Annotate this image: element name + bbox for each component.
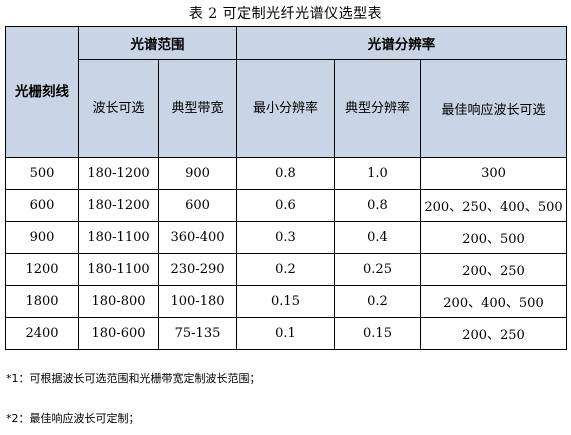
table-row: 2400 180-600 75-135 0.1 0.15 200、250 bbox=[5, 317, 568, 350]
cell-best-response: 200、400、500 bbox=[419, 285, 568, 318]
cell-typical-resolution: 0.8 bbox=[334, 189, 421, 222]
cell-wavelength-range: 180-1100 bbox=[78, 253, 159, 286]
header-min-resolution: 最小分辨率 bbox=[236, 59, 335, 158]
cell-grating: 1200 bbox=[5, 253, 79, 286]
cell-wavelength-range: 180-1200 bbox=[78, 189, 159, 222]
cell-wavelength-range: 180-1200 bbox=[78, 157, 159, 190]
cell-wavelength-range: 180-800 bbox=[78, 285, 159, 318]
table-row: 500 180-1200 900 0.8 1.0 300 bbox=[5, 157, 568, 190]
footnote-1: *1：可根据波长可选范围和光栅带宽定制波长范围； bbox=[6, 372, 261, 385]
cell-typical-resolution: 0.2 bbox=[334, 285, 421, 318]
spectrometer-selection-table: 光栅刻线 光谱范围 光谱分辨率 波长可选 典型带宽 最小分辨率 典型分辨率 最佳… bbox=[5, 26, 568, 350]
cell-wavelength-range: 180-1100 bbox=[78, 221, 159, 254]
header-typical-resolution: 典型分辨率 bbox=[334, 59, 421, 158]
cell-grating: 500 bbox=[5, 157, 79, 190]
cell-typical-bandwidth: 600 bbox=[158, 189, 237, 222]
header-typical-bandwidth: 典型带宽 bbox=[158, 59, 237, 158]
cell-grating: 900 bbox=[5, 221, 79, 254]
cell-typical-bandwidth: 230-290 bbox=[158, 253, 237, 286]
cell-grating: 2400 bbox=[5, 317, 79, 350]
cell-typical-resolution: 0.25 bbox=[334, 253, 421, 286]
cell-min-resolution: 0.1 bbox=[236, 317, 335, 350]
header-wavelength-range: 波长可选 bbox=[78, 59, 159, 158]
footnote-2: *2：最佳响应波长可定制； bbox=[6, 412, 140, 425]
cell-typical-resolution: 0.15 bbox=[334, 317, 421, 350]
cell-best-response: 200、250、400、500 bbox=[419, 189, 568, 222]
cell-grating: 600 bbox=[5, 189, 79, 222]
header-best-response: 最佳响应波长可选 bbox=[419, 59, 568, 158]
cell-typical-bandwidth: 100-180 bbox=[158, 285, 237, 318]
cell-best-response: 200、500 bbox=[419, 221, 568, 254]
cell-min-resolution: 0.15 bbox=[236, 285, 335, 318]
cell-best-response: 200、250 bbox=[419, 317, 568, 350]
header-grating: 光栅刻线 bbox=[5, 26, 79, 158]
table-caption: 表 2 可定制光纤光谱仪选型表 bbox=[188, 6, 383, 22]
cell-typical-bandwidth: 900 bbox=[158, 157, 237, 190]
cell-typical-bandwidth: 75-135 bbox=[158, 317, 237, 350]
header-spectral-range: 光谱范围 bbox=[78, 26, 237, 60]
cell-wavelength-range: 180-600 bbox=[78, 317, 159, 350]
table-row: 600 180-1200 600 0.6 0.8 200、250、400、500 bbox=[5, 189, 568, 222]
header-resolution: 光谱分辨率 bbox=[235, 26, 568, 60]
table-row: 1200 180-1100 230-290 0.2 0.25 200、250 bbox=[5, 253, 568, 286]
cell-typical-bandwidth: 360-400 bbox=[158, 221, 237, 254]
cell-grating: 1800 bbox=[5, 285, 79, 318]
table-row: 1800 180-800 100-180 0.15 0.2 200、400、50… bbox=[5, 285, 568, 318]
cell-min-resolution: 0.8 bbox=[236, 157, 335, 190]
cell-min-resolution: 0.2 bbox=[236, 253, 335, 286]
cell-typical-resolution: 1.0 bbox=[334, 157, 421, 190]
cell-min-resolution: 0.3 bbox=[236, 221, 335, 254]
cell-best-response: 200、250 bbox=[419, 253, 568, 286]
cell-best-response: 300 bbox=[419, 157, 568, 190]
cell-typical-resolution: 0.4 bbox=[334, 221, 421, 254]
table-row: 900 180-1100 360-400 0.3 0.4 200、500 bbox=[5, 221, 568, 254]
cell-min-resolution: 0.6 bbox=[236, 189, 335, 222]
